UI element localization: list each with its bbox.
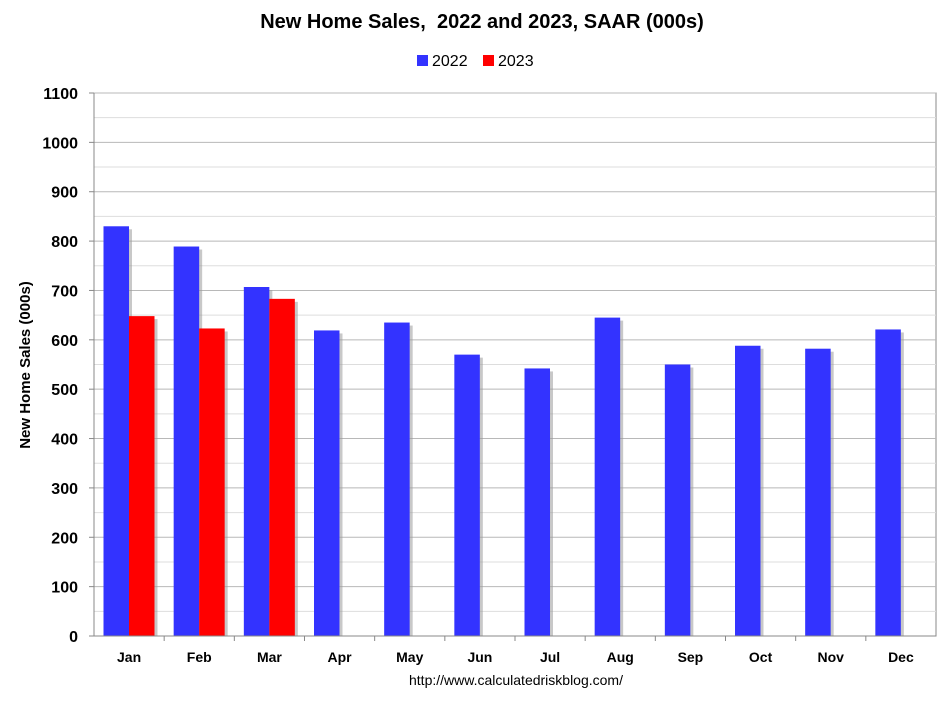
gridlines	[94, 92, 936, 612]
x-tick-label: Mar	[257, 649, 282, 665]
bar-2023-mar	[269, 298, 295, 636]
legend-swatch	[483, 55, 494, 66]
x-tick-label: Nov	[818, 649, 845, 665]
y-tick-labels: 0 100 200 300 400 500 600 700 800 900 1000 1100	[42, 86, 78, 646]
bar-2022-aug	[594, 317, 621, 636]
x-tick-label: Aug	[607, 649, 634, 665]
y-tick-label: 300	[51, 481, 78, 498]
x-tick-label: Oct	[749, 649, 773, 665]
bar-2023-jan	[129, 316, 155, 636]
bar-2022-jul	[524, 368, 550, 636]
x-tick-label: Jul	[540, 649, 560, 665]
y-tick-label: 1100	[43, 86, 78, 103]
y-tick-label: 200	[51, 530, 78, 547]
bar-2022-apr	[314, 330, 340, 636]
legend-swatch	[417, 55, 428, 66]
bar-2022-oct	[735, 345, 761, 636]
x-tick-label: Jan	[117, 649, 141, 665]
x-tick-label: Dec	[888, 649, 914, 665]
y-tick-label: 1000	[42, 135, 78, 152]
y-tick-label: 400	[51, 432, 78, 449]
y-tick-label: 500	[51, 382, 78, 399]
y-tick-label: 0	[69, 629, 78, 646]
y-tick-label: 700	[51, 283, 78, 300]
axes	[89, 92, 936, 641]
bar-2022-jun	[454, 354, 480, 636]
legend-label: 2023	[498, 53, 534, 70]
x-tick-label: Sep	[678, 649, 704, 665]
x-tick-label: Apr	[328, 649, 353, 665]
y-tick-label: 100	[51, 580, 78, 597]
y-tick-label: 600	[51, 333, 78, 350]
y-tick-label: 900	[51, 185, 78, 202]
x-tick-label: May	[396, 649, 423, 665]
source-url: http://www.calculatedriskblog.com/	[409, 672, 623, 688]
x-tick-labels: Jan Feb Mar Apr May Jun Jul Aug Sep Oct Nov Dec	[117, 649, 914, 665]
chart-title: New Home Sales, 2022 and 2023, SAAR (000…	[260, 11, 704, 33]
bars	[103, 226, 904, 637]
x-tick-label: Feb	[187, 649, 212, 665]
bar-2022-may	[384, 322, 410, 636]
legend-label: 2022	[432, 53, 468, 70]
bar-2022-jan	[103, 226, 129, 637]
legend: 2022 2023	[417, 53, 534, 70]
x-tick-label: Jun	[467, 649, 492, 665]
legend-item-2023: 2023	[483, 53, 534, 70]
legend-item-2022: 2022	[417, 53, 468, 70]
bar-2023-feb	[199, 328, 225, 636]
bar-2022-mar	[243, 286, 270, 636]
bar-2022-sep	[664, 364, 691, 636]
y-tick-label: 800	[51, 234, 78, 251]
bar-2022-nov	[805, 348, 831, 636]
bar-2022-feb	[173, 246, 200, 636]
bar-2022-dec	[875, 329, 901, 636]
y-axis-label: New Home Sales (000s)	[17, 281, 34, 449]
